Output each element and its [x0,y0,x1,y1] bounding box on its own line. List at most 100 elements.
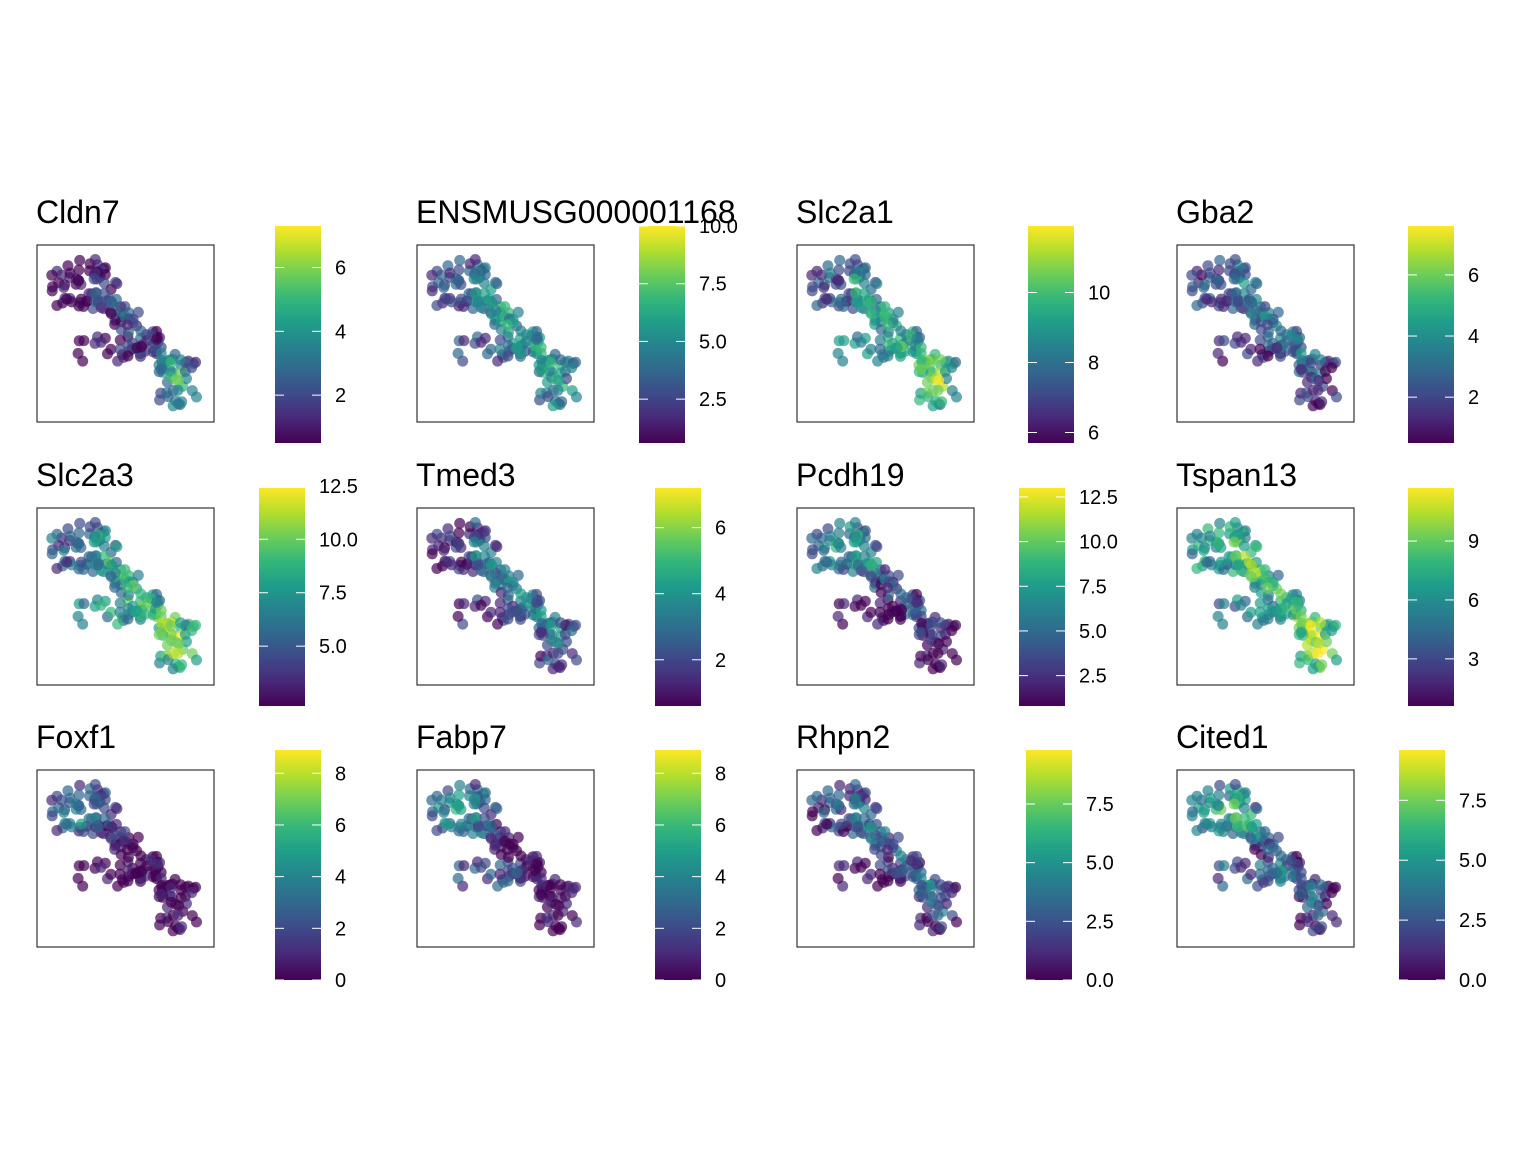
colorbar-tick-label: 2 [335,385,346,407]
cell-point [882,613,894,625]
cell-point [895,325,907,337]
cell-point [511,342,523,354]
scatter-points [806,254,962,412]
cell-point [927,925,939,937]
cell-point [865,833,877,845]
cell-point [515,325,527,337]
cell-point [494,597,506,609]
colorbar-tick-label: 6 [1088,423,1099,445]
plot-frame [1176,769,1355,948]
cell-point [51,300,63,311]
cell-point [1245,343,1257,355]
cell-point [849,517,861,528]
cell-point [486,559,497,571]
cell-point [1312,647,1324,659]
cell-point [486,296,497,308]
cell-point [73,789,85,801]
cell-point [1296,355,1308,366]
cell-point [122,350,134,362]
cell-point [58,806,70,818]
cell-point [458,598,470,610]
cell-point [515,850,527,862]
panel-title: Gba2 [1176,194,1254,230]
cell-point [46,532,58,544]
cell-point [176,921,188,933]
cell-point [452,347,464,359]
cell-point [545,620,557,632]
scatter-points [426,517,582,675]
cell-point [1313,638,1325,650]
cell-point [1315,617,1327,629]
cell-point [494,343,506,355]
cell-point [552,384,564,396]
colorbar-gradient [655,750,701,980]
cell-point [1291,858,1303,870]
cell-point [1251,278,1263,290]
cell-point [838,598,850,610]
cell-point [1262,350,1274,362]
cell-point [1296,880,1308,891]
cell-point [469,517,481,528]
cell-point [891,605,903,617]
plot-frame [1176,507,1355,686]
colorbar-tick-label: 4 [715,867,726,889]
cell-point [75,556,87,568]
panel-title: Tspan13 [1176,457,1297,493]
cell-point [58,281,70,293]
cell-point [547,400,559,412]
cell-point [553,638,565,650]
cell-point [821,818,833,830]
cell-point [458,335,470,347]
plot-frame [416,769,595,948]
cell-point [114,859,126,871]
cell-point [475,336,487,348]
colorbar-tick-label: 3 [1468,649,1479,671]
colorbar-tick-label: 8 [715,763,726,785]
cell-point [441,818,453,830]
cell-point [454,254,466,266]
cell-point [1198,281,1210,293]
cell-point [72,610,84,622]
cell-point [849,254,861,265]
cell-point [1201,556,1213,568]
cell-point [1201,818,1213,830]
colorbar-tick-label: 9 [1468,531,1479,553]
cell-point [453,527,465,539]
cell-point [172,909,184,921]
colorbar-tick-label: 0.0 [1086,970,1114,992]
colorbar-tick-label: 2 [1468,387,1479,409]
cell-point [1316,659,1328,671]
cell-point [92,296,104,308]
cell-point [1204,530,1216,542]
cell-point [454,779,466,791]
cell-point [61,293,73,305]
cell-point [95,336,107,348]
cell-point [1275,325,1287,337]
cell-point [502,613,514,625]
cell-point [1251,803,1263,815]
cell-point [895,588,907,600]
cell-point [852,821,864,833]
cell-point [555,879,567,891]
cell-point [874,334,886,346]
cell-point [114,606,126,618]
cell-point [1230,812,1241,824]
scatter-points [46,779,202,937]
cell-point [821,556,833,568]
cell-point [874,597,886,609]
colorbar-tick-label: 4 [335,321,346,343]
colorbar-tick-label: 0 [335,970,346,992]
plot-frame [36,769,215,948]
cell-point [470,550,481,562]
cell-point [916,618,928,629]
cell-point [95,861,107,873]
colorbar-tick-label: 0 [715,970,726,992]
colorbar-gradient [1026,750,1072,980]
cell-point [1251,541,1263,553]
cell-point [553,375,565,387]
colorbar-tick-label: 10.0 [1079,532,1118,554]
cell-point [74,779,86,791]
cell-point [426,548,438,560]
cell-point [72,872,84,884]
